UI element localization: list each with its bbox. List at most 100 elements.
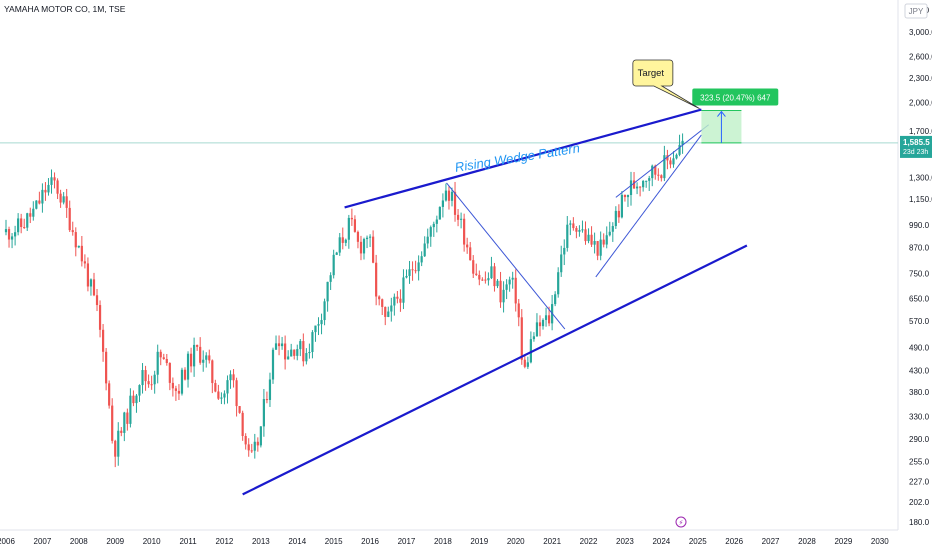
candle-up <box>441 200 444 207</box>
candle-down <box>617 210 620 218</box>
event-marker[interactable]: ⚡ <box>675 516 687 528</box>
candle-up <box>186 353 190 380</box>
y-tick-label: 330.0 <box>909 412 930 421</box>
candle-down <box>359 241 363 254</box>
candle-down <box>302 341 305 362</box>
y-tick-label: 1,150.0 <box>909 195 932 204</box>
x-tick-label: 2015 <box>325 537 343 546</box>
candle-down <box>98 305 102 330</box>
candle-up <box>326 281 329 302</box>
y-tick-label: 380.0 <box>909 388 930 397</box>
candle-up <box>290 349 293 357</box>
candle-down <box>466 244 469 248</box>
candle-up <box>26 213 29 228</box>
candle-down <box>520 317 523 360</box>
candle-down <box>86 263 90 287</box>
candle-down <box>341 237 344 243</box>
wedge-lower <box>242 244 748 496</box>
candle-up <box>554 294 557 305</box>
candle-up <box>262 399 265 427</box>
candle-down <box>208 355 211 361</box>
candle-down <box>174 388 178 391</box>
candle-down <box>232 374 235 381</box>
candle-down <box>396 296 399 299</box>
candle-up <box>344 239 347 243</box>
candle-up <box>578 230 581 232</box>
candle-up <box>287 356 290 360</box>
candle-down <box>469 247 472 261</box>
candle-down <box>53 177 56 181</box>
candle-down <box>80 245 83 262</box>
candle-up <box>678 144 681 155</box>
candle-down <box>126 412 129 424</box>
candle-up <box>335 252 338 255</box>
candle-down <box>214 383 217 392</box>
currency-label: JPY <box>909 7 924 16</box>
candle-down <box>150 384 153 386</box>
candle-up <box>420 256 423 263</box>
candle-down <box>7 229 11 240</box>
candle-down <box>493 266 496 287</box>
candle-down <box>177 390 181 394</box>
candle-up <box>426 236 429 244</box>
candle-down <box>654 165 657 175</box>
x-tick-label: 2028 <box>798 537 816 546</box>
candle-up <box>608 231 611 236</box>
candle-up <box>393 296 396 306</box>
candle-up <box>417 262 420 272</box>
y-tick-label: 3,000.0 <box>909 28 932 37</box>
x-tick-label: 2013 <box>252 537 270 546</box>
candle-down <box>95 295 99 306</box>
candle-down <box>211 360 214 384</box>
currency-badge[interactable] <box>904 3 928 19</box>
candle-down <box>108 383 111 406</box>
price-axis[interactable]: 3,4003,000.02,600.02,300.02,000.01,700.0… <box>900 6 932 527</box>
candle-down <box>596 241 599 256</box>
candle-up <box>502 289 505 303</box>
candle-down <box>484 279 487 281</box>
time-axis[interactable]: 2006 2007 2008 2009 2010 2011 2012 2013 2014 2015… <box>0 537 889 546</box>
y-tick-label: 650.0 <box>909 294 930 303</box>
x-tick-label: 2018 <box>434 537 452 546</box>
candle-up <box>614 210 617 227</box>
candle-up <box>681 140 684 145</box>
candle-down <box>23 227 26 229</box>
candle-up <box>390 305 393 312</box>
candle-down <box>92 279 96 296</box>
target-callout <box>632 59 700 110</box>
x-tick-label: 2011 <box>179 537 197 546</box>
y-tick-label: 2,600.0 <box>909 53 932 62</box>
candle-down <box>399 298 402 303</box>
candle-up <box>14 232 17 237</box>
countdown-label: 23d 23h <box>903 149 928 156</box>
candle-up <box>271 349 275 380</box>
candle-down <box>375 262 378 297</box>
candle-down <box>499 280 502 303</box>
candle-down <box>38 200 41 204</box>
x-tick-label: 2012 <box>216 537 234 546</box>
candle-up <box>135 395 138 404</box>
candle-down <box>238 406 241 413</box>
candle-down <box>199 346 202 363</box>
lightning-icon: ⚡ <box>679 519 684 527</box>
candle-up <box>141 370 144 386</box>
candle-up <box>423 243 426 257</box>
candle-up <box>432 223 435 228</box>
candle-up <box>645 180 648 182</box>
candle-down <box>384 306 387 317</box>
candle-up <box>560 254 563 273</box>
candle-down <box>590 234 593 245</box>
candle-down <box>162 357 165 359</box>
candle-down <box>472 260 475 274</box>
y-tick-label: 750.0 <box>909 269 930 278</box>
candle-down <box>666 155 669 161</box>
candle-down <box>632 180 636 189</box>
candle-up <box>508 279 511 285</box>
candle-up <box>541 319 545 327</box>
candle-up <box>620 194 624 218</box>
candle-up <box>4 229 8 233</box>
y-tick-label: 870.0 <box>909 244 930 253</box>
candle-up <box>444 190 448 201</box>
candle-down <box>639 186 642 188</box>
